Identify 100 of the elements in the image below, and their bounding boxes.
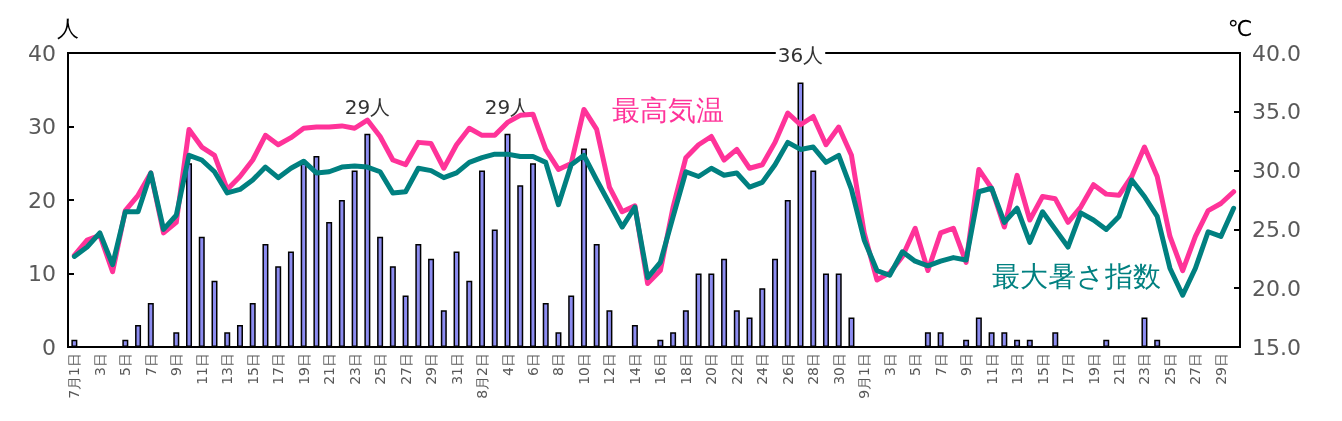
bar xyxy=(453,251,460,347)
y-tick-label: 10 xyxy=(28,261,56,286)
x-tick-label: 13日 xyxy=(219,353,236,385)
bar xyxy=(733,310,740,347)
bar xyxy=(924,332,931,347)
bar xyxy=(682,310,689,347)
x-tick-label: 11日 xyxy=(983,353,1000,385)
bar xyxy=(580,148,587,347)
bar xyxy=(236,324,243,347)
y2-axis-title: ℃ xyxy=(1227,15,1253,41)
bar xyxy=(211,280,218,347)
y-tick-label: 30 xyxy=(28,114,56,139)
bar xyxy=(975,317,982,347)
bar xyxy=(71,339,78,347)
bar xyxy=(389,266,396,347)
x-tick-label: 17日 xyxy=(270,353,287,385)
bar xyxy=(746,317,753,347)
y2-tick-label: 25.0 xyxy=(1252,216,1301,242)
bar xyxy=(313,155,320,347)
bar xyxy=(721,258,728,347)
x-tick-label: 13日 xyxy=(1009,353,1026,385)
x-tick-label: 26日 xyxy=(779,353,796,385)
bar xyxy=(810,170,817,347)
bar xyxy=(351,170,358,347)
bar xyxy=(695,273,702,347)
x-tick-label: 6日 xyxy=(524,353,541,376)
bar xyxy=(198,236,205,347)
x-tick-label: 28日 xyxy=(805,353,822,385)
bar xyxy=(504,133,511,347)
bar xyxy=(440,310,447,347)
x-tick-label: 8月2日 xyxy=(474,353,491,399)
bar xyxy=(529,163,536,347)
x-tick-label: 7日 xyxy=(932,353,949,376)
x-tick-label: 21日 xyxy=(321,353,338,385)
bar xyxy=(1052,332,1059,347)
bar xyxy=(491,229,498,347)
bar xyxy=(708,273,715,347)
y2-tick-label: 15.0 xyxy=(1252,334,1301,360)
bar xyxy=(631,324,638,347)
bar xyxy=(1014,339,1021,347)
bar xyxy=(1103,339,1110,347)
y2-tick-label: 20.0 xyxy=(1252,275,1301,301)
bar xyxy=(593,244,600,347)
x-tick-label: 7日 xyxy=(142,353,159,376)
x-tick-label: 9月1日 xyxy=(856,353,873,399)
x-tick-label: 31日 xyxy=(448,353,465,385)
x-tick-label: 15日 xyxy=(1034,353,1051,385)
x-tick-label: 30日 xyxy=(830,353,847,385)
bar xyxy=(555,332,562,347)
bar xyxy=(262,244,269,347)
x-tick-label: 23日 xyxy=(1136,353,1153,385)
bar xyxy=(224,332,231,347)
x-tick-label: 17日 xyxy=(1060,353,1077,385)
x-tick-label: 7月1日 xyxy=(66,353,83,399)
x-tick-label: 4日 xyxy=(499,353,516,376)
y2-tick-label: 40.0 xyxy=(1252,40,1301,66)
y2-tick-label: 35.0 xyxy=(1252,99,1301,125)
x-tick-label: 8日 xyxy=(550,353,567,376)
y2-tick-label: 30.0 xyxy=(1252,158,1301,184)
bar xyxy=(784,200,791,347)
bar xyxy=(759,288,766,347)
x-tick-label: 27日 xyxy=(1187,353,1204,385)
y-tick-label: 20 xyxy=(28,187,56,213)
bar xyxy=(326,222,333,347)
bar xyxy=(479,170,486,347)
x-tick-label: 29日 xyxy=(423,353,440,385)
x-tick-label: 16日 xyxy=(652,353,669,385)
x-tick-label: 10日 xyxy=(575,353,592,385)
bar xyxy=(1001,332,1008,347)
bar xyxy=(988,332,995,347)
bar xyxy=(772,258,779,347)
y-tick-label: 40 xyxy=(28,40,56,66)
x-tick-label: 14日 xyxy=(626,353,643,385)
bar xyxy=(963,339,970,347)
bar xyxy=(147,302,154,347)
bar xyxy=(249,302,256,347)
y-tick-label: 0 xyxy=(42,334,56,360)
bar xyxy=(300,163,307,347)
x-tick-label: 18日 xyxy=(677,353,694,385)
bar xyxy=(466,280,473,347)
bar xyxy=(606,310,613,347)
bar xyxy=(275,266,282,347)
bar xyxy=(186,163,193,347)
x-tick-label: 27日 xyxy=(397,353,414,385)
data-label: 29人 xyxy=(344,94,391,119)
x-tick-label: 9日 xyxy=(958,353,975,376)
bar xyxy=(377,236,384,347)
series-label: 最高気温 xyxy=(612,93,724,127)
bar xyxy=(822,273,829,347)
x-tick-label: 3日 xyxy=(881,353,898,376)
x-tick-label: 25日 xyxy=(1161,353,1178,385)
x-tick-label: 19日 xyxy=(1085,353,1102,385)
x-tick-label: 22日 xyxy=(728,353,745,385)
x-tick-label: 11日 xyxy=(193,353,210,385)
bar xyxy=(835,273,842,347)
x-tick-label: 15日 xyxy=(244,353,261,385)
x-tick-label: 25日 xyxy=(372,353,389,385)
bar xyxy=(1141,317,1148,347)
x-tick-label: 24日 xyxy=(754,353,771,385)
x-tick-label: 21日 xyxy=(1110,353,1127,385)
